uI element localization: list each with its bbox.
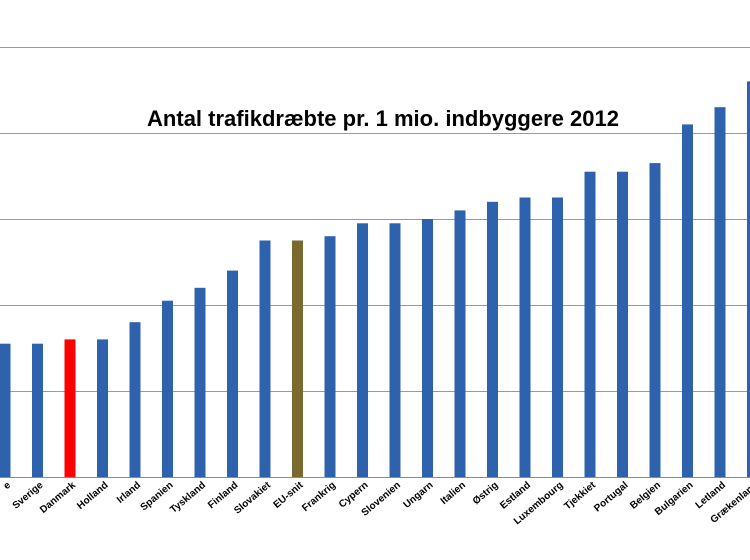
bar-tyskland [194,287,206,477]
tick-label: Frankrig [300,480,338,514]
tick-label: Portugal [592,480,630,515]
bars [0,81,750,478]
bar-danmark [64,339,76,477]
bar-malta [0,343,11,477]
bar-slovenien [389,223,401,477]
bar-portugal [617,171,628,477]
bar-spanien [162,300,173,477]
bar-holland [97,339,108,477]
tick-label: e [2,480,14,492]
tick-label: Irland [115,480,143,506]
bar-ungarn [422,219,433,477]
bar-belgien [649,163,661,477]
bar-irland [129,322,141,477]
tick-label: Østrig [471,480,501,507]
chart-title: Antal trafikdræbte pr. 1 mio. indbyggere… [147,106,619,131]
tick-label: Tyskland [168,480,208,516]
gridlines [0,47,750,392]
bar-estland [519,197,531,477]
bar-slovakiet [259,240,271,477]
bar-bulgarien [682,124,693,478]
bar-italien [454,210,466,477]
tick-label: Slovakiet [232,479,273,516]
bar-cypern [357,223,368,477]
bar-tjekkiet [584,171,596,477]
bar-frankrig [324,236,336,477]
tick-label: Holland [75,480,110,512]
bar-luxembourg [552,197,563,477]
bar-eu-snit [292,240,303,477]
bar-finland [227,270,238,477]
tick-label: Danmark [38,480,78,516]
bar-sverige [32,343,43,477]
tick-label: Italien [439,480,468,507]
bar-østrig [487,201,498,478]
tick-label: Ungarn [402,480,436,511]
bar-letland [714,107,726,477]
bar-grækenland [747,81,750,478]
